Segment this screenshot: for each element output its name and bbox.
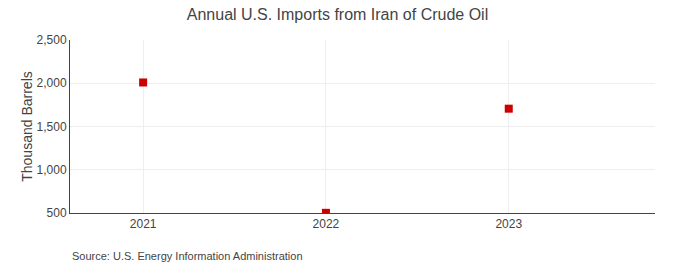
svg-text:2,500: 2,500 <box>37 33 67 47</box>
svg-text:500: 500 <box>47 206 67 220</box>
svg-text:2023: 2023 <box>495 217 522 231</box>
svg-text:1,500: 1,500 <box>37 120 67 134</box>
svg-text:Thousand Barrels: Thousand Barrels <box>19 71 35 182</box>
svg-text:2,000: 2,000 <box>37 76 67 90</box>
svg-text:Annual U.S. Imports from Iran: Annual U.S. Imports from Iran of Crude O… <box>187 6 488 23</box>
svg-text:Source: U.S. Energy Informatio: Source: U.S. Energy Information Administ… <box>72 250 303 262</box>
svg-text:1,000: 1,000 <box>37 163 67 177</box>
svg-text:2022: 2022 <box>313 217 340 231</box>
svg-text:2021: 2021 <box>130 217 157 231</box>
